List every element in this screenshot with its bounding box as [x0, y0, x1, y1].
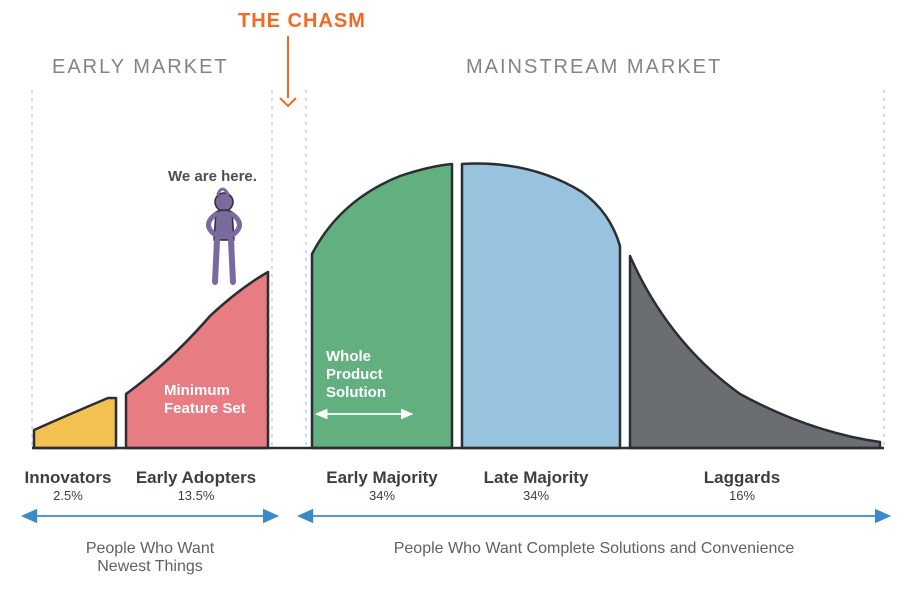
minimum-feature-set-label: MinimumFeature Set: [164, 382, 246, 418]
segment-early-adopters-label: Early Adopters: [116, 468, 276, 488]
segment-early-majority-label: Early Majority: [302, 468, 462, 488]
early-market-description: People Who WantNewest Things: [30, 540, 270, 576]
mainstream-market-label: MAINSTREAM MARKET: [466, 56, 722, 79]
chasm-title: THE CHASM: [238, 10, 366, 33]
segment-laggards-label: Laggards: [662, 468, 822, 488]
early-market-label: EARLY MARKET: [52, 56, 229, 79]
we-are-here-label: We are here.: [168, 168, 257, 185]
segment-late-majority-pct: 34%: [456, 488, 616, 503]
person-icon: [208, 189, 239, 282]
segment-laggards-pct: 16%: [662, 488, 822, 503]
chasm-diagram: { "canvas": { "width": 900, "height": 60…: [0, 0, 900, 602]
segment-early-majority-pct: 34%: [302, 488, 462, 503]
whole-product-solution-label: WholeProductSolution: [326, 348, 386, 402]
segment-early-adopters-pct: 13.5%: [116, 488, 276, 503]
mainstream-market-description: People Who Want Complete Solutions and C…: [314, 540, 874, 558]
segment-late-majority-label: Late Majority: [456, 468, 616, 488]
diagram-svg: [0, 0, 900, 602]
chasm-arrow-icon: [280, 36, 296, 106]
